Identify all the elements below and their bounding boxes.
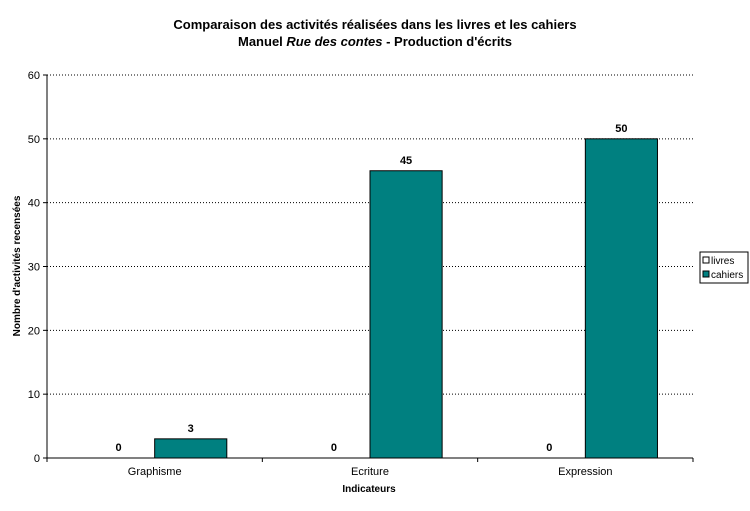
bar-cahiers-ecriture <box>369 170 443 459</box>
legend-swatch-livres <box>702 256 710 264</box>
y-tick-label: 30 <box>28 262 40 274</box>
data-label-livres-expression: 0 <box>546 442 552 454</box>
bar-cahiers-expression <box>584 138 658 459</box>
chart-title-line2-suffix: - Production d'écrits <box>383 34 513 49</box>
data-label-livres-graphisme: 0 <box>116 442 122 454</box>
x-axis-title: Indicateurs <box>342 484 396 495</box>
chart-title-line2-prefix: Manuel <box>238 34 286 49</box>
y-tick-label: 40 <box>28 198 40 210</box>
bar-cahiers-graphisme <box>154 438 228 459</box>
chart-title-line2-italic: Rue des contes <box>286 34 382 49</box>
data-label-cahiers-graphisme: 3 <box>188 423 194 435</box>
chart-title-line1: Comparaison des activités réalisées dans… <box>173 17 576 32</box>
y-tick-label: 0 <box>34 453 40 465</box>
data-label-livres-ecriture: 0 <box>331 442 337 454</box>
x-tick-label: Ecriture <box>351 466 389 478</box>
legend-label-cahiers: cahiers <box>711 270 743 281</box>
x-tick-label: Graphisme <box>128 466 182 478</box>
y-tick-label: 50 <box>28 134 40 146</box>
chart-title-line2: Manuel Rue des contes - Production d'écr… <box>238 34 512 49</box>
y-tick-label: 10 <box>28 389 40 401</box>
data-label-cahiers-expression: 50 <box>615 123 627 135</box>
bar-layer <box>154 138 658 459</box>
x-tick-label: Expression <box>558 466 612 478</box>
data-label-cahiers-ecriture: 45 <box>400 155 412 167</box>
label-layer: 0 3 0 45 0 50 <box>116 123 628 454</box>
y-axis-title: Nombre d'activités recensées <box>12 195 23 336</box>
y-tick-label: 60 <box>28 70 40 82</box>
legend-label-livres: livres <box>711 256 734 267</box>
legend-swatch-cahiers <box>702 270 710 278</box>
y-tick-label: 20 <box>28 325 40 337</box>
legend-items: livres cahiers <box>702 256 743 281</box>
legend: livres cahiers <box>699 251 749 284</box>
